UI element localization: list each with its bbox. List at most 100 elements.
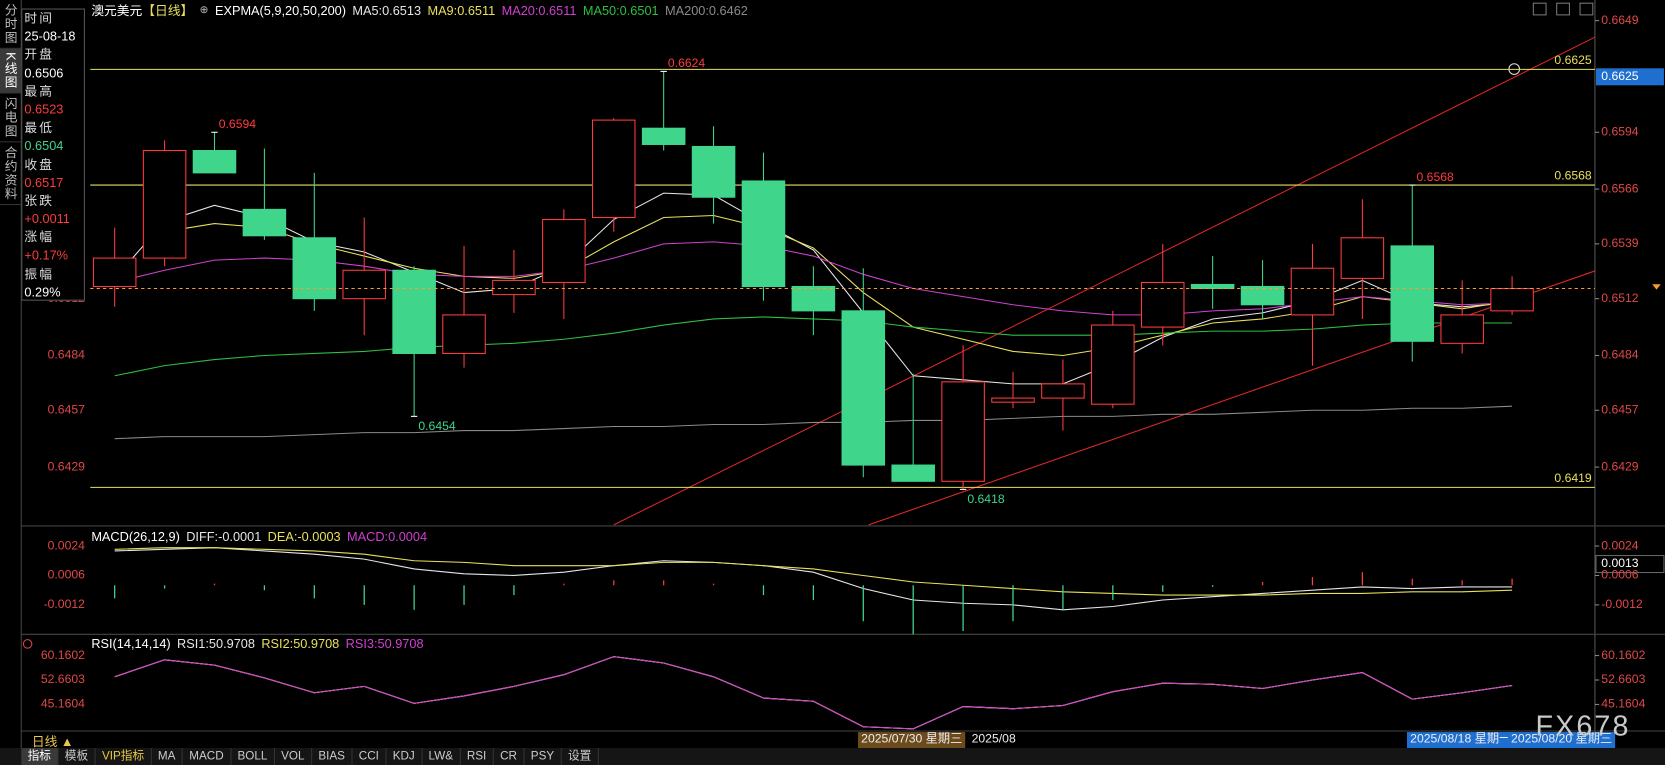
side-tab[interactable]: 合约资料	[0, 142, 23, 206]
info-value: 0.29%	[24, 284, 61, 300]
toolbar-tab[interactable]: CR	[494, 748, 525, 765]
info-label: 张跌	[24, 193, 55, 209]
y-tick-label-left: 0.6457	[48, 402, 86, 416]
window-button[interactable]	[1556, 2, 1570, 16]
indicator-label: EXPMA(5,9,20,50,200)	[214, 2, 346, 18]
side-tab[interactable]: K线图	[0, 48, 23, 94]
last-price-marker	[1652, 284, 1661, 290]
y-tick-label: 0.6429	[1601, 459, 1639, 473]
main-header: 澳元美元 【日线】 ⊕ EXPMA(5,9,20,50,200) MA5:0.6…	[91, 1, 748, 19]
candle-body	[1190, 283, 1235, 290]
period-selector[interactable]: 日线 ▲	[31, 734, 74, 750]
candle-body	[591, 119, 636, 219]
side-tab[interactable]: 闪电图	[0, 94, 23, 143]
legend-entry: DIFF:-0.0001	[186, 529, 262, 544]
legend-entry: MA9:0.6511	[427, 2, 496, 18]
rsi-header: RSI(14,14,14) RSI1:50.9708 RSI2:50.9708 RS…	[91, 636, 423, 651]
toolbar-tab[interactable]: RSI	[460, 748, 494, 765]
ma-line	[114, 192, 1513, 385]
info-label: 时间	[24, 10, 55, 26]
instrument-title: 澳元美元	[91, 3, 143, 19]
toolbar-tab[interactable]: KDJ	[386, 748, 423, 765]
candle-body	[641, 127, 686, 145]
candle-body	[1490, 287, 1534, 312]
macd-line	[114, 547, 1513, 596]
y-tick-label: 0.0024	[1601, 538, 1639, 552]
settings-icon[interactable]: ⊕	[199, 4, 209, 16]
toolbar-tab[interactable]: 设置	[562, 748, 599, 765]
toolbar-tab[interactable]: PSY	[524, 748, 562, 765]
toolbar-tab[interactable]: VOL	[275, 748, 312, 765]
extreme-label: 0.6454	[418, 419, 456, 433]
y-tick-label: -0.0012	[1601, 597, 1643, 611]
rsi-line	[114, 656, 1513, 730]
cursor-value-box	[1595, 554, 1665, 574]
candle-body	[492, 279, 536, 296]
y-tick-label-left: 0.0024	[48, 538, 86, 552]
toolbar-tab[interactable]: MACD	[183, 748, 232, 765]
candle-body	[841, 310, 886, 466]
info-value: 0.6504	[24, 138, 64, 154]
window-button[interactable]	[1579, 2, 1594, 16]
y-tick-label-left: 45.1604	[41, 697, 85, 711]
legend-entry: MA50:0.6501	[582, 2, 659, 18]
y-tick-label: 52.6603	[1601, 672, 1645, 686]
info-label: 最高	[24, 83, 55, 99]
toolbar-tab[interactable]: MA	[152, 748, 183, 765]
y-tick-label: 0.0006	[1601, 568, 1639, 582]
info-label: 开盘	[24, 47, 55, 63]
y-tick-label-left: -0.0012	[44, 597, 86, 611]
cursor-price-box	[1595, 68, 1664, 86]
legend-entry: DEA:-0.0003	[267, 529, 341, 544]
ma-line	[164, 214, 1513, 357]
macd-header: MACD(26,12,9) DIFF:-0.0001 DEA:-0.0003 MAC…	[91, 529, 427, 544]
y-tick-label: 0.6539	[1601, 236, 1639, 250]
y-tick-label-left: 52.6603	[41, 672, 85, 686]
panel-icon[interactable]	[22, 639, 33, 649]
candle-body	[242, 208, 287, 237]
legend-entry: MA5:0.6513	[352, 2, 422, 18]
candle-body	[1340, 237, 1385, 279]
info-value: 0.6517	[24, 174, 64, 190]
extreme-label: 0.6624	[668, 56, 706, 70]
candle-body	[542, 219, 586, 283]
info-value: 25-08-18	[24, 28, 76, 44]
info-panel: 时间 25-08-18 开盘 0.6506 最高 0.6523 最低 0.6504 收盘 0.65…	[21, 8, 85, 301]
legend-entry: MA20:0.6511	[501, 2, 577, 18]
toolbar-tab[interactable]: 模板	[58, 748, 96, 765]
window-button[interactable]	[1532, 2, 1547, 16]
side-tab[interactable]: 分时图	[0, 0, 23, 49]
toolbar-tab[interactable]: CCI	[352, 748, 387, 765]
toolbar-tab[interactable]: BIAS	[312, 748, 353, 765]
toolbar-tab[interactable]: BOLL	[231, 748, 275, 765]
info-value: +0.17%	[24, 248, 69, 263]
rsi-line	[114, 656, 1513, 730]
legend-entry: RSI1:50.9708	[177, 636, 255, 652]
toolbar-tab[interactable]: LW&	[422, 748, 461, 765]
time-label: 2025/08/18 星期一	[1406, 732, 1515, 748]
trend-line[interactable]	[868, 270, 1596, 526]
info-label: 振幅	[24, 266, 55, 282]
trend-line[interactable]	[613, 36, 1596, 526]
toolbar-tab[interactable]: VIP指标	[96, 748, 152, 765]
candle-body	[1041, 383, 1085, 399]
candle-body	[791, 285, 836, 312]
toolbar-tab[interactable]: 指标	[21, 748, 59, 765]
candle-body	[342, 269, 386, 300]
time-label: 2025/08/20 星期三	[1507, 732, 1616, 748]
legend-entry: RSI3:50.9708	[345, 636, 424, 652]
side-tabs: 分时图 K线图 闪电图 合约资料	[0, 0, 23, 206]
extreme-label: 0.6418	[967, 492, 1005, 506]
candle-body	[1091, 324, 1135, 405]
y-tick-label-left: 0.6429	[48, 459, 86, 473]
ma-line	[114, 241, 1513, 316]
y-tick-label: 0.6484	[1601, 348, 1639, 362]
ma-line	[114, 405, 1513, 440]
y-tick-label: 0.6566	[1601, 181, 1639, 195]
candle-body	[192, 150, 237, 174]
y-tick-label: 60.1602	[1601, 648, 1645, 662]
info-label: 收盘	[24, 156, 55, 172]
rsi-line	[114, 656, 1513, 730]
candle-body	[1290, 267, 1335, 316]
